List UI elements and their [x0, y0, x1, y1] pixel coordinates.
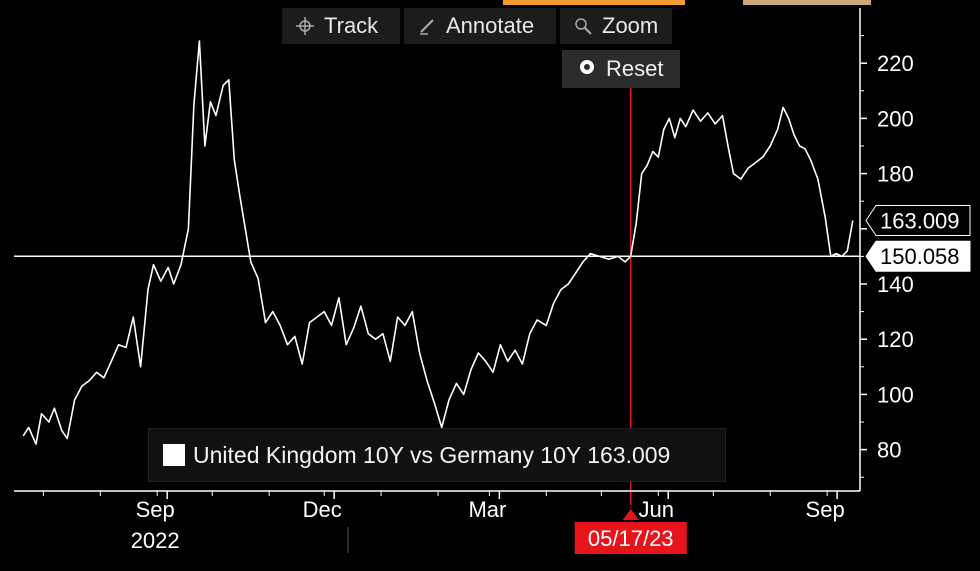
axis-layer [14, 8, 867, 553]
x-year-label: 2022 [131, 528, 180, 553]
x-tick-label: Sep [136, 497, 175, 522]
crosshair-date-marker [622, 509, 639, 520]
crosshair-icon [296, 17, 314, 35]
crosshair-date-box [574, 522, 687, 554]
chart-toolbar: Track Annotate Zoom [282, 8, 672, 44]
zoom-label: Zoom [602, 13, 659, 38]
annotate-button[interactable]: Annotate [404, 8, 556, 44]
accent-bar-tan [743, 0, 871, 5]
chart-legend[interactable]: United Kingdom 10Y vs Germany 10Y 163.00… [148, 428, 726, 482]
last-value-callout-box [865, 204, 971, 236]
track-label: Track [324, 13, 379, 38]
y-tick-label: 100 [877, 382, 914, 407]
track-button[interactable]: Track [282, 8, 400, 44]
series-line-0 [22, 40, 854, 445]
y-tick-label: 200 [877, 106, 914, 131]
x-tick-label: Jun [639, 497, 674, 522]
legend-label: United Kingdom 10Y vs Germany 10Y 163.00… [193, 441, 671, 468]
y-tick-label: 80 [877, 438, 901, 463]
y-tick-label: 120 [877, 327, 914, 352]
crosshair-value-callout-box [865, 240, 971, 272]
y-tick-label: 180 [877, 162, 914, 187]
magnifier-icon [574, 17, 592, 35]
pencil-icon [418, 17, 436, 35]
x-tick-label: Dec [303, 497, 342, 522]
zoom-button[interactable]: Zoom [560, 8, 672, 44]
crosshair-date-label: 05/17/23 [588, 526, 674, 551]
label-layer: 80 100 120 140 180 200 220 Sep Dec Mar Jun Sep 2022 0… [131, 51, 971, 554]
crosshair-value-callout-text: 150.058 [880, 244, 960, 269]
last-value-callout-text: 163.009 [880, 208, 960, 233]
legend-swatch [163, 444, 185, 466]
x-tick-label: Mar [468, 497, 506, 522]
accent-bar-orange [503, 0, 685, 5]
y-tick-label: 140 [877, 272, 914, 297]
x-tick-label: Sep [806, 497, 845, 522]
reset-label: Reset [606, 56, 664, 81]
reset-button[interactable]: Reset [562, 50, 680, 88]
reset-icon [578, 56, 596, 82]
y-tick-label: 220 [877, 51, 914, 76]
annotate-label: Annotate [446, 13, 535, 38]
